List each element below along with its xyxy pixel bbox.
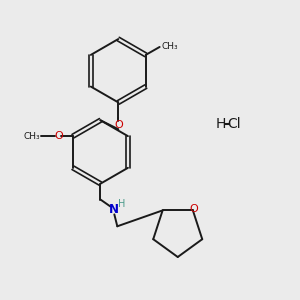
Text: H: H bbox=[215, 117, 226, 131]
Text: N: N bbox=[109, 203, 119, 216]
Text: O: O bbox=[190, 204, 198, 214]
Text: O: O bbox=[55, 131, 64, 141]
Text: O: O bbox=[114, 120, 123, 130]
Text: CH₃: CH₃ bbox=[24, 132, 40, 141]
Text: CH₃: CH₃ bbox=[162, 43, 178, 52]
Text: Cl: Cl bbox=[227, 117, 241, 131]
Text: H: H bbox=[118, 200, 125, 209]
